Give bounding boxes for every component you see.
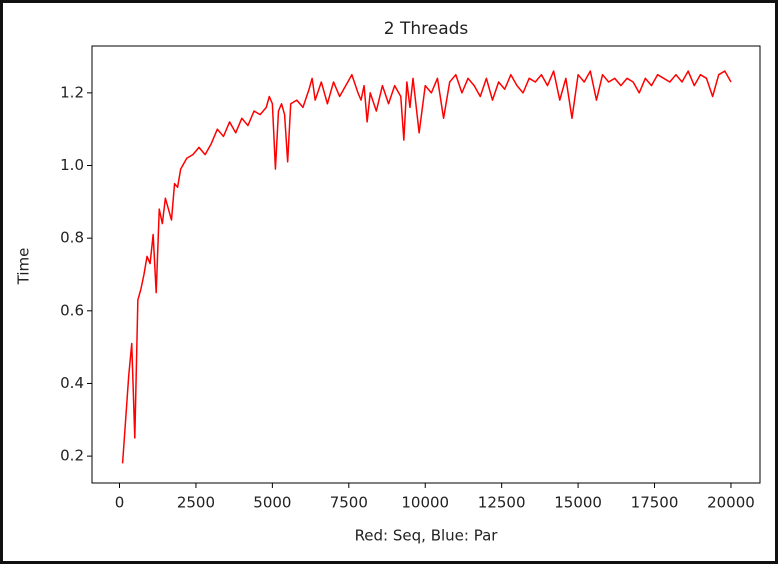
y-tick-label: 0.8 (60, 229, 84, 247)
x-axis-label: Red: Seq, Blue: Par (355, 527, 499, 545)
x-tick-label: 5000 (253, 494, 291, 512)
y-tick-label: 1.0 (60, 156, 84, 174)
x-tick-label: 2500 (177, 494, 215, 512)
x-tick-label: 12500 (478, 494, 526, 512)
plot-frame (91, 45, 761, 484)
y-tick-label: 0.2 (60, 447, 84, 465)
x-tick-label: 20000 (707, 494, 755, 512)
x-tick-label: 10000 (401, 494, 449, 512)
x-tick-label: 17500 (631, 494, 679, 512)
y-tick-label: 1.2 (60, 83, 84, 101)
y-tick-label: 0.6 (60, 301, 84, 319)
x-tick-label: 15000 (554, 494, 602, 512)
x-tick-label: 7500 (330, 494, 368, 512)
data-line (121, 70, 732, 464)
chart-title: 2 Threads (384, 19, 469, 39)
x-tick-label: 0 (115, 494, 125, 512)
y-axis-label: Time (15, 248, 33, 286)
y-tick-label: 0.4 (60, 374, 84, 392)
